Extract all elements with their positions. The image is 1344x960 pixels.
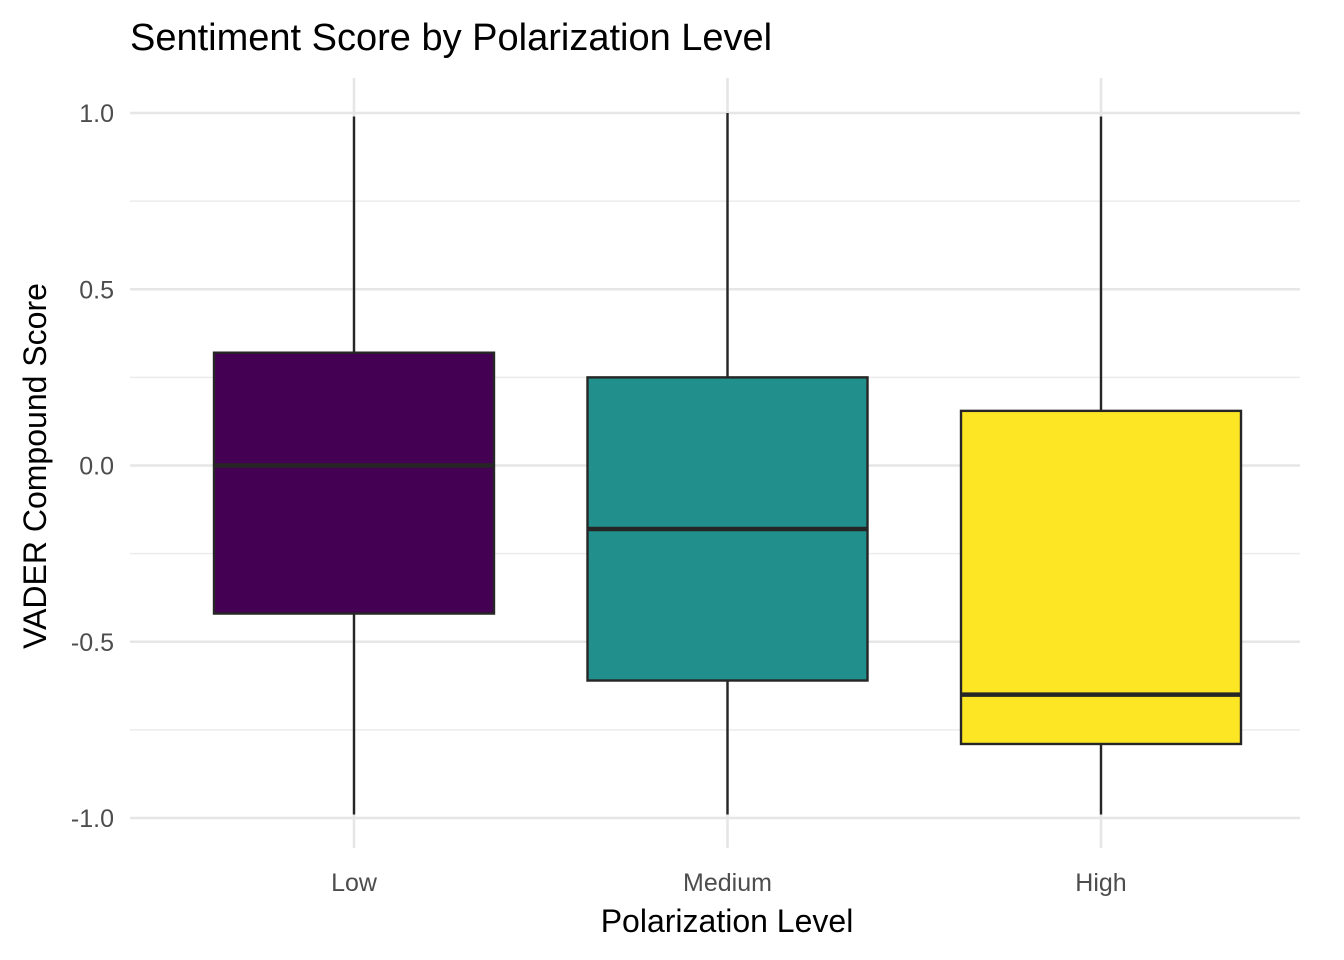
box-iqr	[212, 351, 496, 615]
y-tick-label: -0.5	[71, 629, 114, 657]
y-tick-label: 0.0	[79, 453, 114, 481]
x-axis-title: Polarization Level	[601, 903, 854, 939]
tick-labels: -1.0 -0.5 0.0 0.5 1.0 Low Medium High	[71, 100, 1127, 897]
x-tick-label: Low	[331, 869, 378, 897]
y-axis-title: VADER Compound Score	[17, 283, 53, 649]
box-high	[959, 116, 1243, 815]
boxes	[212, 113, 1243, 815]
chart-title: Sentiment Score by Polarization Level	[130, 17, 772, 59]
y-tick-label: -1.0	[71, 805, 114, 833]
box-low	[212, 116, 496, 815]
x-tick-label: High	[1075, 869, 1126, 897]
y-tick-label: 1.0	[79, 100, 114, 128]
x-tick-label: Medium	[683, 869, 772, 897]
box-medium	[586, 113, 869, 815]
y-tick-label: 0.5	[79, 276, 114, 304]
box-iqr	[959, 409, 1243, 746]
